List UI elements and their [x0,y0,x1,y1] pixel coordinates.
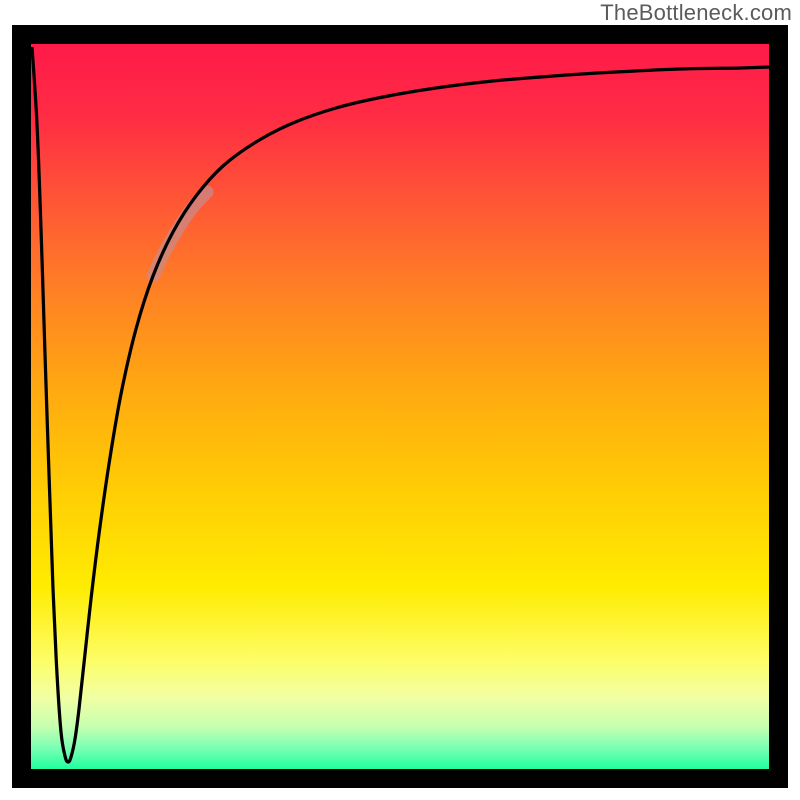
chart-svg [31,44,769,769]
chart-background [31,44,769,769]
chart-root: { "meta": { "watermark": "TheBottleneck.… [0,0,800,800]
chart-plot-area [31,44,769,769]
watermark-text: TheBottleneck.com [600,0,792,26]
